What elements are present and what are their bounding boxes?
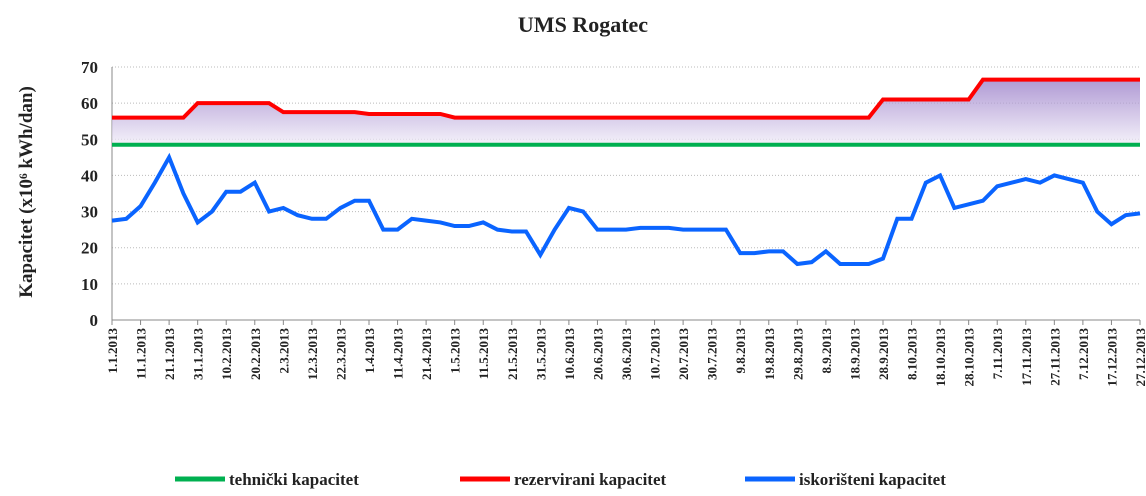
x-tick-label: 1.5.2013: [448, 328, 463, 374]
x-tick-label: 1.4.2013: [362, 328, 377, 374]
legend-label: iskorišteni kapacitet: [799, 470, 946, 489]
x-tick-label: 30.6.2013: [619, 328, 634, 381]
x-tick-label: 1.1.2013: [105, 328, 120, 374]
y-tick-label: 10: [81, 275, 98, 294]
x-tick-label: 12.3.2013: [305, 328, 320, 381]
x-tick-label: 28.9.2013: [876, 328, 891, 381]
y-tick-label: 50: [81, 130, 98, 149]
x-tick-label: 2.3.2013: [276, 328, 291, 374]
x-tick-label: 11.1.2013: [134, 328, 149, 380]
legend-label: rezervirani kapacitet: [514, 470, 667, 489]
y-tick-label: 40: [81, 166, 98, 185]
x-tick-label: 20.7.2013: [676, 328, 691, 381]
x-tick-label: 20.2.2013: [248, 328, 263, 381]
x-tick-label: 21.4.2013: [419, 328, 434, 381]
y-tick-label: 0: [90, 311, 99, 330]
x-tick-label: 10.7.2013: [648, 328, 663, 381]
x-tick-label: 29.8.2013: [790, 328, 805, 381]
x-tick-label: 11.4.2013: [391, 328, 406, 380]
x-tick-label: 8.9.2013: [819, 328, 834, 374]
y-axis-label: Kapacitet (x10⁶ kWh/dan): [16, 86, 37, 298]
y-tick-label: 30: [81, 203, 98, 222]
reserved-band: [112, 79, 1140, 145]
x-tick-label: 21.5.2013: [505, 328, 520, 381]
x-tick-label: 21.1.2013: [162, 328, 177, 381]
x-tick-label: 17.11.2013: [1019, 328, 1034, 386]
x-tick-label: 31.5.2013: [533, 328, 548, 381]
x-tick-label: 11.5.2013: [476, 328, 491, 380]
x-tick-label: 17.12.2013: [1104, 328, 1119, 387]
y-tick-label: 70: [81, 58, 98, 77]
x-tick-label: 18.10.2013: [933, 328, 948, 387]
y-tick-label: 60: [81, 94, 98, 113]
x-tick-label: 7.11.2013: [990, 328, 1005, 380]
x-tick-label: 27.12.2013: [1133, 328, 1146, 387]
series-line: [111, 152, 1141, 267]
x-tick-label: 7.12.2013: [1076, 328, 1091, 381]
x-tick-label: 31.1.2013: [191, 328, 206, 381]
x-tick-label: 22.3.2013: [333, 328, 348, 381]
x-tick-label: 20.6.2013: [590, 328, 605, 381]
y-tick-label: 20: [81, 239, 98, 258]
x-tick-label: 10.6.2013: [562, 328, 577, 381]
chart-title: UMS Rogatec: [518, 12, 648, 37]
series-line: [112, 77, 1140, 120]
x-tick-label: 19.8.2013: [762, 328, 777, 381]
x-tick-label: 30.7.2013: [705, 328, 720, 381]
x-tick-label: 27.11.2013: [1047, 328, 1062, 386]
x-tick-label: 8.10.2013: [905, 328, 920, 381]
legend-label: tehnički kapacitet: [229, 470, 359, 489]
x-tick-label: 18.9.2013: [847, 328, 862, 381]
x-tick-label: 9.8.2013: [733, 328, 748, 374]
x-tick-label: 28.10.2013: [962, 328, 977, 387]
x-tick-label: 10.2.2013: [219, 328, 234, 381]
